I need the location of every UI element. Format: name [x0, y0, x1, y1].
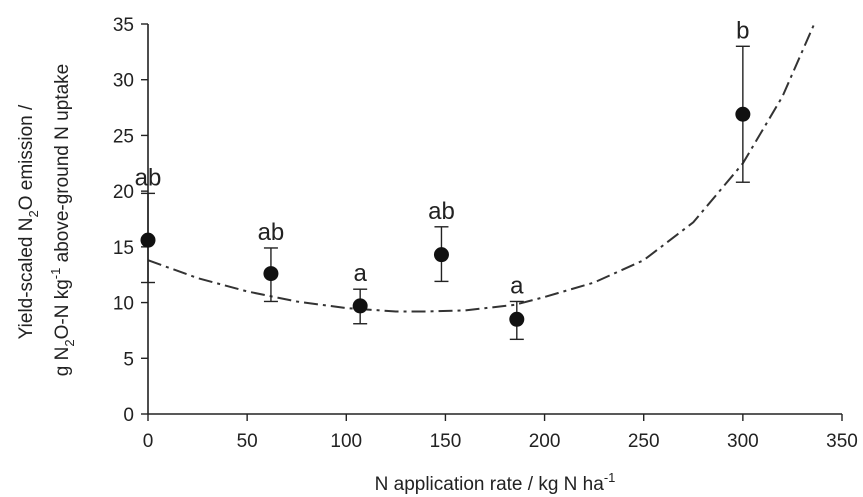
- data-point: [433, 247, 449, 263]
- y-title-line1-b: O emission /: [16, 104, 37, 210]
- y-tick-label: 15: [113, 238, 134, 259]
- y-title-line2-sub: 2: [62, 339, 77, 346]
- x-tick-label: 350: [826, 431, 858, 452]
- significance-label: ab: [428, 198, 455, 225]
- y-tick-label: 25: [113, 126, 134, 147]
- x-tick-label: 200: [529, 431, 561, 452]
- x-axis-title-text: N application rate / kg N ha: [375, 474, 605, 495]
- data-point: [140, 232, 156, 248]
- data-point: [509, 311, 525, 327]
- significance-label: a: [353, 260, 367, 287]
- significance-label: ab: [258, 219, 285, 246]
- y-title-line1-a: Yield-scaled N: [16, 218, 37, 340]
- y-axis-title-line2: g N2O-N kg-1 above-ground N uptake: [48, 64, 77, 376]
- y-tick-label: 30: [113, 71, 134, 92]
- error-bars: [141, 45, 750, 341]
- x-tick-label: 0: [143, 431, 154, 452]
- y-title-line2-sup: -1: [48, 268, 63, 280]
- y-title-line1-sub: 2: [26, 210, 41, 217]
- x-ticks: 0 50 100 150 200 250 300 350: [143, 414, 858, 452]
- y-axis-title-line1: Yield-scaled N2O emission /: [16, 104, 41, 339]
- x-tick-label: 150: [430, 431, 462, 452]
- y-tick-label: 5: [123, 349, 134, 370]
- y-tick-label: 10: [113, 294, 134, 315]
- data-points: [140, 106, 751, 327]
- axes: [147, 24, 842, 415]
- significance-label: b: [736, 17, 749, 44]
- y-tick-label: 20: [113, 182, 134, 203]
- x-axis-title-superscript: -1: [604, 470, 616, 485]
- data-point: [263, 266, 279, 282]
- data-point: [352, 298, 368, 314]
- y-tick-label: 0: [123, 405, 134, 426]
- y-tick-label: 35: [113, 15, 134, 36]
- y-title-line2-c: above-ground N uptake: [52, 64, 73, 268]
- data-point: [735, 106, 751, 122]
- y-title-line2-a: g N: [52, 347, 73, 377]
- x-axis-title: N application rate / kg N ha-1: [375, 470, 616, 495]
- significance-label: a: [510, 272, 524, 299]
- significance-label: ab: [135, 164, 162, 191]
- x-tick-label: 50: [237, 431, 258, 452]
- x-tick-label: 100: [330, 431, 362, 452]
- x-tick-label: 300: [727, 431, 759, 452]
- y-ticks: 0 5 10 15 20 25 30 35: [113, 15, 148, 426]
- y-title-line2-b: O-N kg: [52, 279, 73, 339]
- x-tick-label: 250: [628, 431, 660, 452]
- fit-curve: [147, 23, 816, 313]
